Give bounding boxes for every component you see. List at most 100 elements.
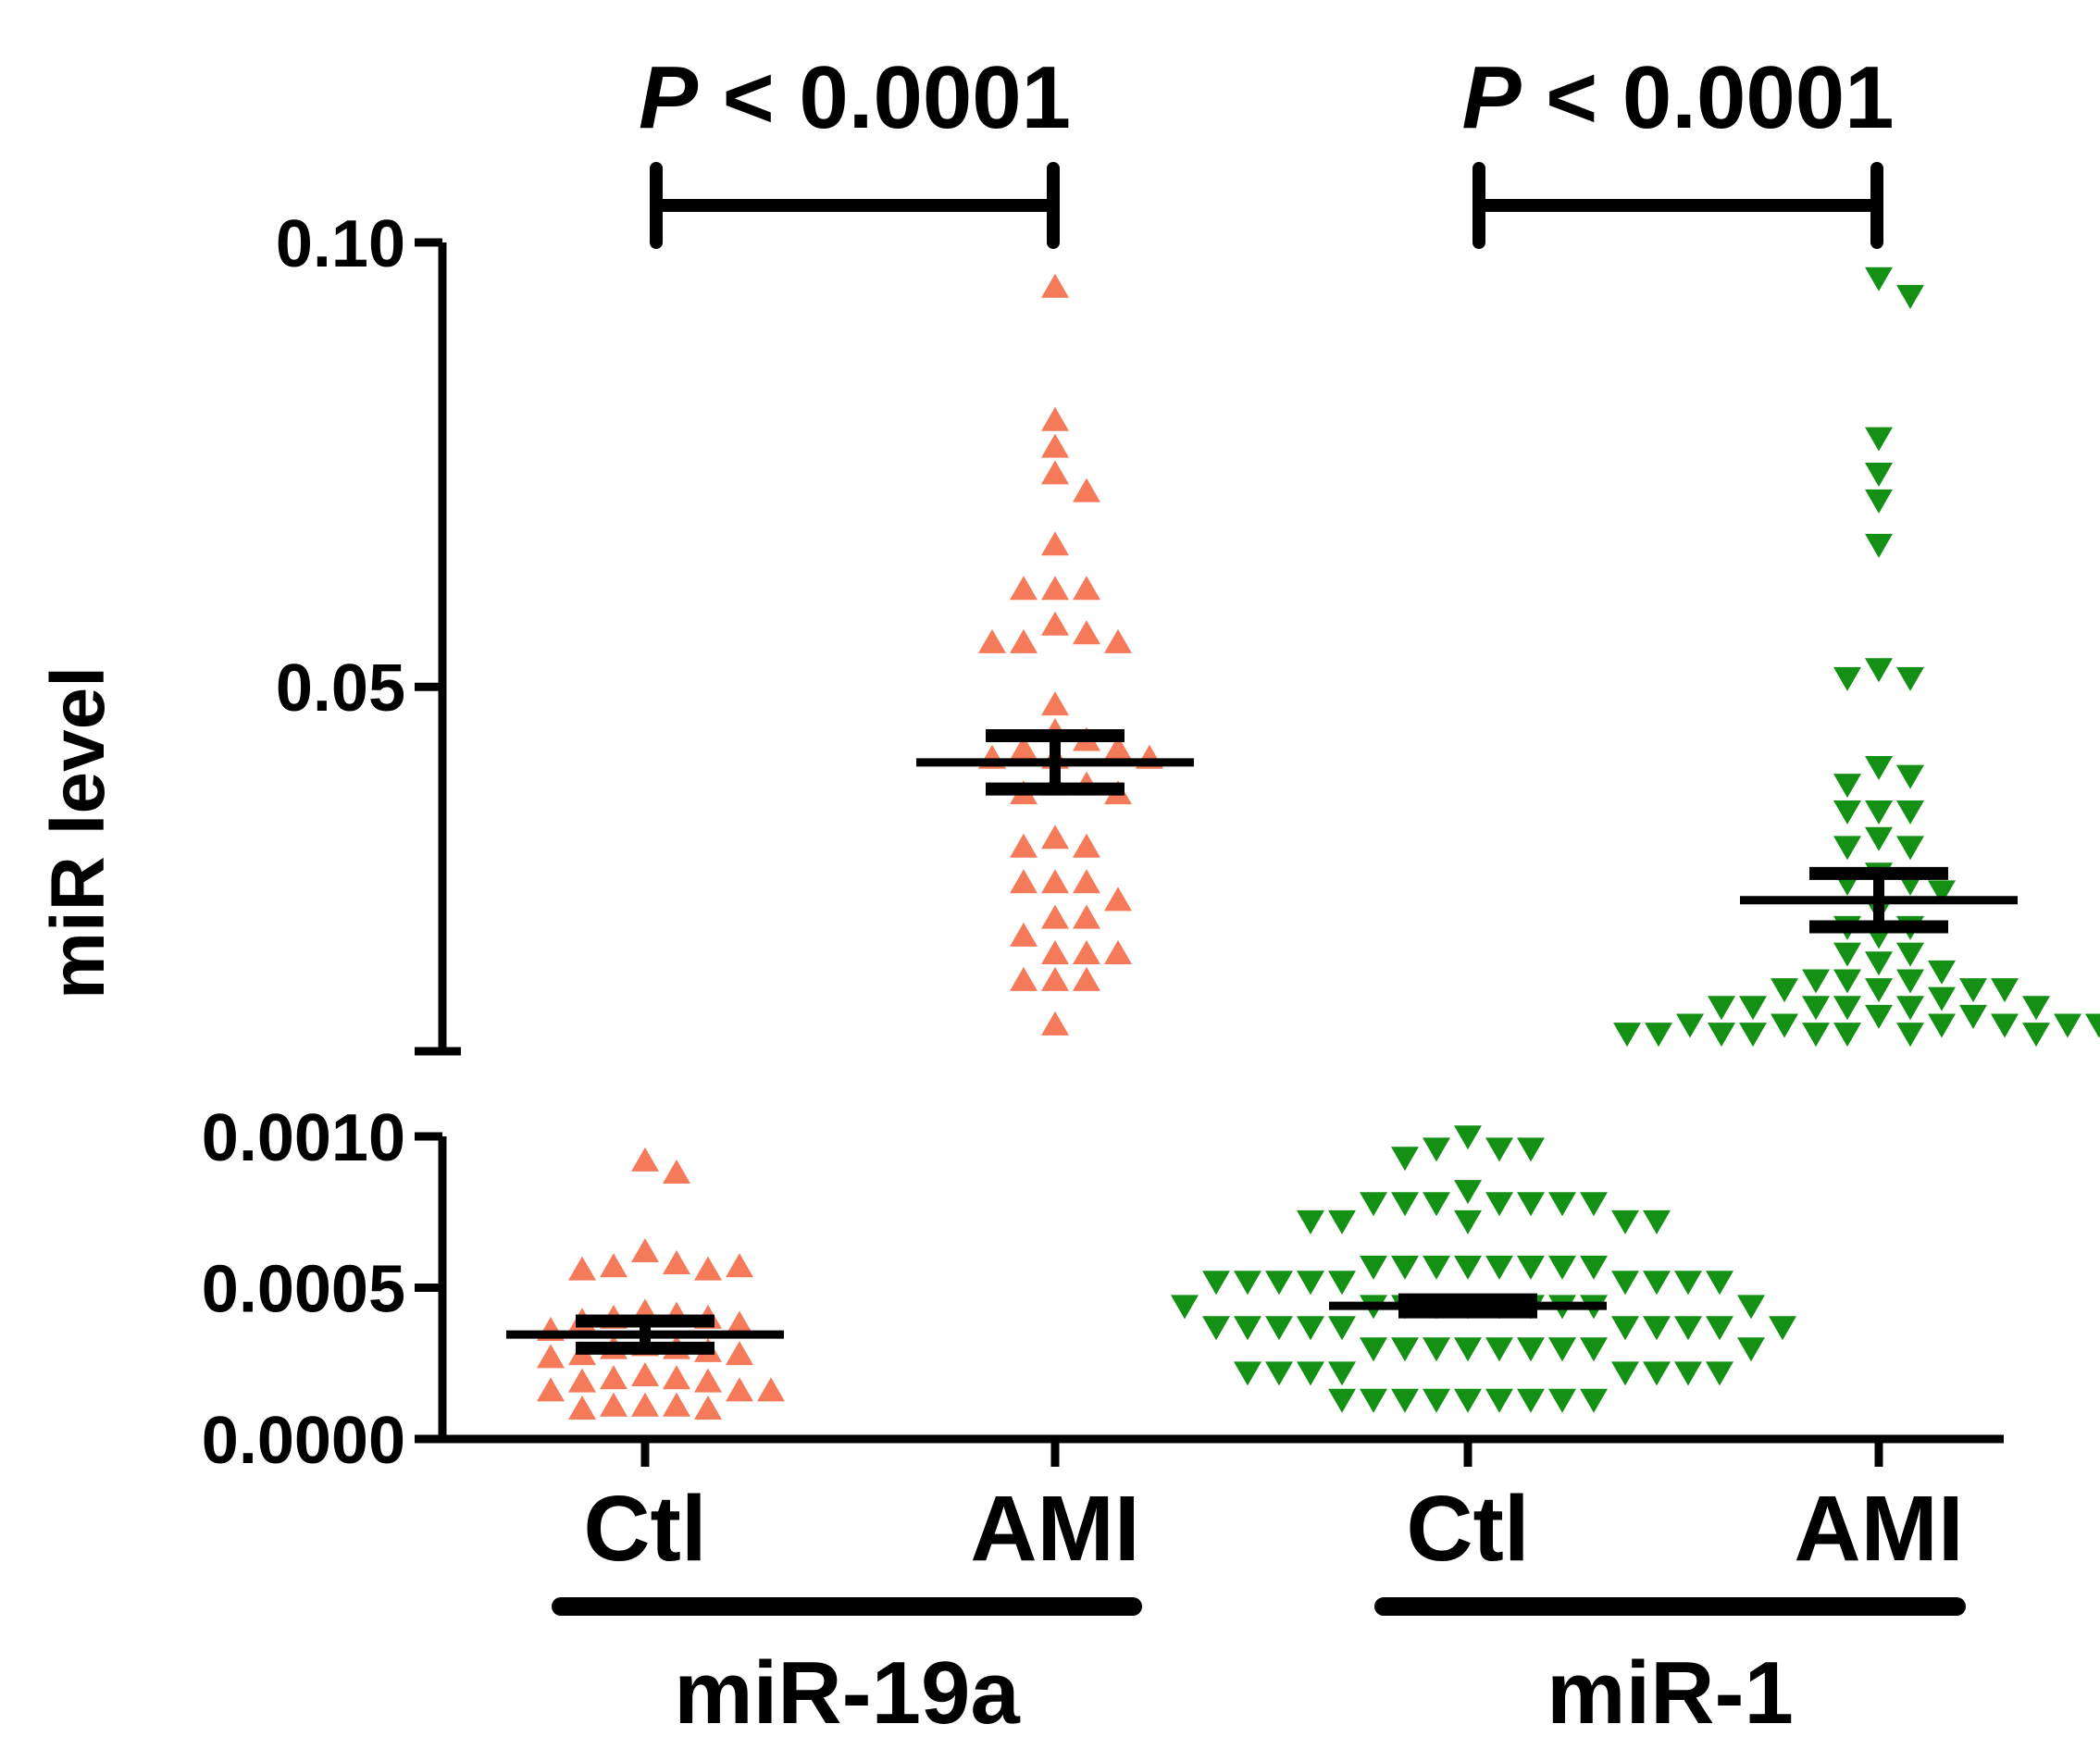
- data-point: [1391, 1192, 1419, 1217]
- data-point: [1959, 1004, 1987, 1029]
- data-point: [2054, 1013, 2081, 1038]
- data-point: [1234, 1271, 1261, 1296]
- data-point: [1297, 1316, 1324, 1341]
- data-point: [1708, 1023, 1735, 1048]
- data-point: [1041, 406, 1069, 431]
- data-point: [1073, 576, 1100, 601]
- data-point: [1104, 736, 1132, 761]
- data-point: [726, 1253, 753, 1278]
- data-point: [1454, 1180, 1482, 1205]
- data-point: [1360, 1388, 1387, 1413]
- data-point: [663, 1250, 690, 1275]
- data-point: [1706, 1316, 1733, 1341]
- data-point: [1073, 940, 1100, 965]
- data-point: [1010, 922, 1038, 947]
- data-point: [1896, 666, 1924, 691]
- data-point: [1485, 1337, 1513, 1362]
- data-point: [1896, 836, 1924, 861]
- data-point: [537, 1377, 565, 1402]
- data-point: [1802, 1023, 1830, 1048]
- data-point: [1580, 1388, 1608, 1413]
- data-point: [1041, 825, 1069, 850]
- data-point: [1706, 1271, 1733, 1296]
- data-point: [1865, 463, 1893, 488]
- data-point: [1265, 1361, 1293, 1386]
- data-point: [694, 1256, 722, 1281]
- data-point: [1928, 880, 1956, 905]
- data-point: [1328, 1361, 1356, 1386]
- data-point: [1833, 836, 1861, 861]
- data-point: [1548, 1388, 1576, 1413]
- data-point: [1041, 611, 1069, 636]
- data-point: [1896, 969, 1924, 994]
- data-point: [1517, 1255, 1545, 1280]
- data-point: [1739, 996, 1767, 1021]
- data-point: [1391, 1147, 1419, 1172]
- data-point: [2085, 1013, 2100, 1038]
- data-point: [1485, 1255, 1513, 1280]
- data-point: [1833, 666, 1861, 691]
- data-point: [1234, 1316, 1261, 1341]
- data-point: [1297, 1361, 1324, 1386]
- data-point: [1865, 826, 1893, 851]
- mean-sem-bars: [506, 729, 2018, 1355]
- y-tick-label: 0.10: [276, 207, 405, 281]
- data-point: [694, 1368, 722, 1393]
- data-point: [1928, 986, 1956, 1011]
- data-point: [1802, 996, 1830, 1021]
- data-point: [1517, 1192, 1545, 1217]
- data-point: [1454, 1388, 1482, 1413]
- group-label: miR-1: [1547, 1644, 1794, 1743]
- data-point: [1676, 1013, 1704, 1038]
- data-point: [1896, 996, 1924, 1021]
- data-point: [1454, 1255, 1482, 1280]
- data-point: [1423, 1388, 1450, 1413]
- data-point: [568, 1256, 596, 1281]
- data-point: [631, 1237, 659, 1262]
- data-point: [1739, 1023, 1767, 1048]
- data-point: [1865, 658, 1893, 683]
- data-point: [1041, 531, 1069, 556]
- data-point: [1234, 1361, 1261, 1386]
- data-point: [1580, 1337, 1608, 1362]
- data-point: [1548, 1192, 1576, 1217]
- data-point: [1833, 942, 1861, 967]
- data-point: [1611, 1316, 1639, 1341]
- y-axis-label: miR level: [36, 666, 120, 999]
- data-point: [1423, 1337, 1450, 1362]
- data-point: [1708, 996, 1735, 1021]
- data-point: [1454, 1337, 1482, 1362]
- data-point: [1580, 1192, 1608, 1217]
- data-point: [1010, 576, 1038, 601]
- data-point: [1041, 273, 1069, 298]
- data-point: [1865, 1004, 1893, 1029]
- data-point: [1611, 1209, 1639, 1234]
- data-point: [1611, 1361, 1639, 1386]
- data-points: [537, 267, 2100, 1420]
- data-point: [1010, 966, 1038, 991]
- data-point: [1928, 1013, 1956, 1038]
- data-point: [1928, 960, 1956, 985]
- data-point: [1454, 1209, 1482, 1234]
- data-point: [1265, 1271, 1293, 1296]
- data-point: [600, 1392, 628, 1417]
- data-point: [1517, 1337, 1545, 1362]
- data-point: [1896, 284, 1924, 309]
- data-point: [1833, 969, 1861, 994]
- data-point: [1010, 869, 1038, 894]
- data-point: [1580, 1255, 1608, 1280]
- data-point: [631, 1147, 659, 1172]
- data-point: [1865, 533, 1893, 558]
- data-point: [1041, 940, 1069, 965]
- p-value-label: P < 0.0001: [639, 48, 1071, 147]
- data-point: [1360, 1192, 1387, 1217]
- y-tick-label: 0.0000: [202, 1404, 405, 1478]
- data-point: [1896, 764, 1924, 789]
- data-point: [1423, 1192, 1450, 1217]
- data-point: [1297, 1271, 1324, 1296]
- data-point: [1073, 478, 1100, 502]
- data-point: [1865, 978, 1893, 1003]
- data-point: [1643, 1361, 1671, 1386]
- y-tick-label: 0.0010: [202, 1101, 405, 1175]
